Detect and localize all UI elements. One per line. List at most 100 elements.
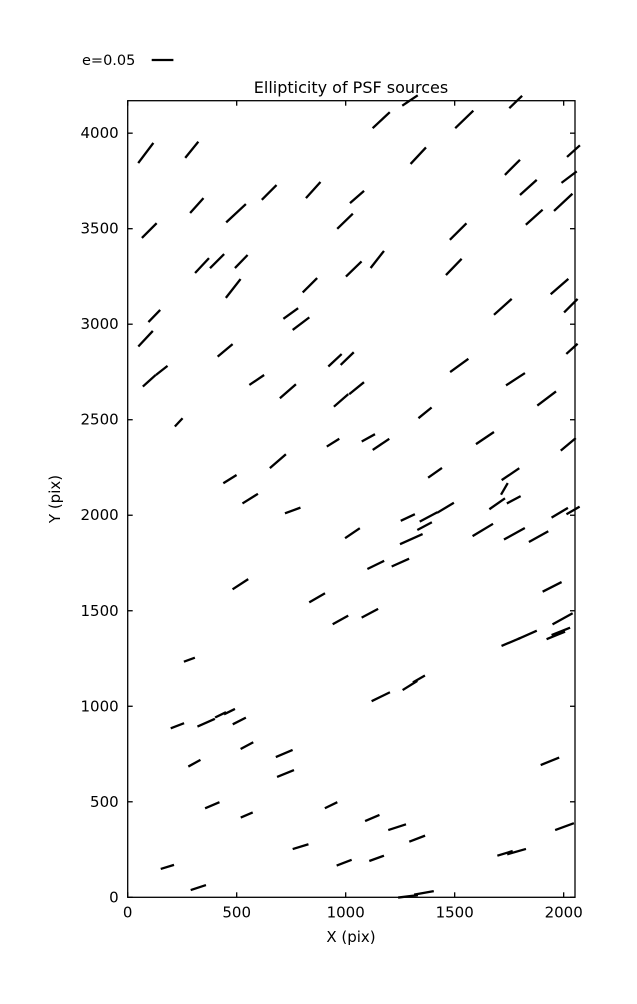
psf-ellipticity-whisker [413,890,434,896]
psf-ellipticity-whisker [223,707,236,716]
psf-ellipticity-whisker [333,393,350,408]
psf-ellipticity-whisker [566,144,581,158]
psf-ellipticity-whisker [560,437,577,452]
psf-ellipticity-whisker [240,811,254,819]
psf-ellipticity-whisker [282,307,299,320]
psf-ellipticity-whisker [546,630,566,641]
psf-ellipticity-whisker [260,184,278,201]
psf-ellipticity-whisker [542,581,563,593]
psf-ellipticity-whisker [371,691,391,703]
psf-ellipticity-whisker [232,716,247,726]
psf-ellipticity-whisker [449,222,468,241]
legend: e=0.05 [82,53,174,69]
psf-ellipticity-whisker [506,847,527,856]
axes-spines [127,100,576,898]
x-tick-label: 1000 [327,903,365,921]
psf-ellipticity-whisker [369,250,385,269]
x-tick-label: 500 [222,903,251,921]
x-tick-label: 0 [123,903,133,921]
y-tick-label: 500 [90,793,119,811]
psf-ellipticity-whisker [284,506,301,515]
psf-ellipticity-whisker [224,278,242,299]
psf-ellipticity-whisker [551,612,574,626]
psf-ellipticity-whisker [194,257,210,274]
psf-ellipticity-whisker [501,637,521,648]
psf-ellipticity-whisker [170,722,185,730]
psf-ellipticity-whisker [183,656,196,663]
psf-ellipticity-whisker [241,492,259,505]
psf-ellipticity-whisker [488,497,506,511]
psf-ellipticity-whisker [196,717,216,728]
psf-ellipticity-whisker [391,557,410,568]
psf-ellipticity-whisker [549,278,570,296]
y-tick-label: 0 [109,888,119,906]
psf-ellipticity-whisker [305,181,322,199]
psf-ellipticity-whisker [445,257,463,276]
psf-ellipticity-whisker [248,374,265,386]
psf-ellipticity-whisker [387,823,407,832]
psf-ellipticity-whisker [216,343,234,358]
psf-ellipticity-whisker [409,146,427,165]
y-tick-label: 1000 [81,697,119,715]
psf-ellipticity-whisker [209,253,225,270]
y-tick-label: 1500 [81,602,119,620]
psf-ellipticity-whisker [142,374,157,388]
psf-ellipticity-whisker [174,417,184,428]
psf-ellipticity-whisker [364,813,380,823]
psf-ellipticity-whisker [332,614,349,626]
psf-ellipticity-whisker [204,801,220,810]
psf-ellipticity-whisker [372,437,390,451]
psf-ellipticity-whisker [141,222,158,239]
psf-ellipticity-whisker [508,95,523,110]
psf-ellipticity-whisker [361,433,376,443]
psf-ellipticity-whisker [348,381,365,396]
psf-ellipticity-whisker [554,822,575,832]
psf-ellipticity-whisker [231,578,249,591]
plot-area: 0 500 1000 1500 2000 0 500 1000 1500 2000 2500 3000… [81,94,583,921]
psf-ellipticity-whisker [240,741,254,750]
psf-ellipticity-whisker [475,431,495,446]
psf-ellipticity-whisker [505,372,526,387]
psf-ellipticity-whisker [137,142,155,164]
psf-ellipticity-whisker [551,626,571,637]
psf-ellipticity-whisker [234,254,249,269]
psf-ellipticity-whisker [339,351,355,366]
y-tick-label: 2000 [81,506,119,524]
psf-ellipticity-whisker [471,522,494,538]
y-tick-label: 2500 [81,411,119,429]
psf-ellipticity-whisker [301,277,318,294]
psf-ellipticity-whisker [308,592,326,604]
psf-ellipticity-whisker [504,159,521,176]
psf-ellipticity-whisker [269,453,287,470]
psf-ellipticity-whisker [190,883,207,892]
psf-ellipticity-whisker [187,758,202,768]
psf-ellipticity-whisker [184,140,200,159]
psf-ellipticity-whisker [345,260,363,278]
psf-ellipticity-whisker [326,437,340,448]
psf-ellipticity-whisker [137,330,154,348]
y-axis-label: Y (pix) [46,475,64,524]
psf-ellipticity-whisker [349,189,365,204]
psf-ellipticity-whisker [536,390,557,407]
plot-title: Ellipticity of PSF sources [254,78,448,97]
psf-ellipticity-whisker [336,858,353,867]
psf-ellipticity-whisker [399,533,424,546]
psf-ellipticity-whisker [291,316,311,331]
psf-ellipticity-whisker [292,843,309,851]
psf-ellipticity-whisker [155,364,169,376]
psf-ellipticity-whisker [222,474,238,485]
psf-ellipticity-whisker [189,197,205,214]
psf-ellipticity-whisker [550,506,569,519]
psf-ellipticity-whisker [501,467,520,482]
psf-ellipticity-whisker [147,309,162,323]
psf-ellipticity-whisker [560,170,578,184]
psf-ellipticity-whisker [401,94,419,107]
psf-ellipticity-whisker [366,559,385,571]
psf-ellipticity-whisker [279,383,297,400]
psf-ellipticity-whisker [497,849,514,857]
psf-ellipticity-whisker [160,863,175,871]
psf-ellipticity-whisker [553,192,574,212]
psf-ellipticity-whisker [563,298,579,314]
psf-ellipticity-whisker [493,297,513,316]
